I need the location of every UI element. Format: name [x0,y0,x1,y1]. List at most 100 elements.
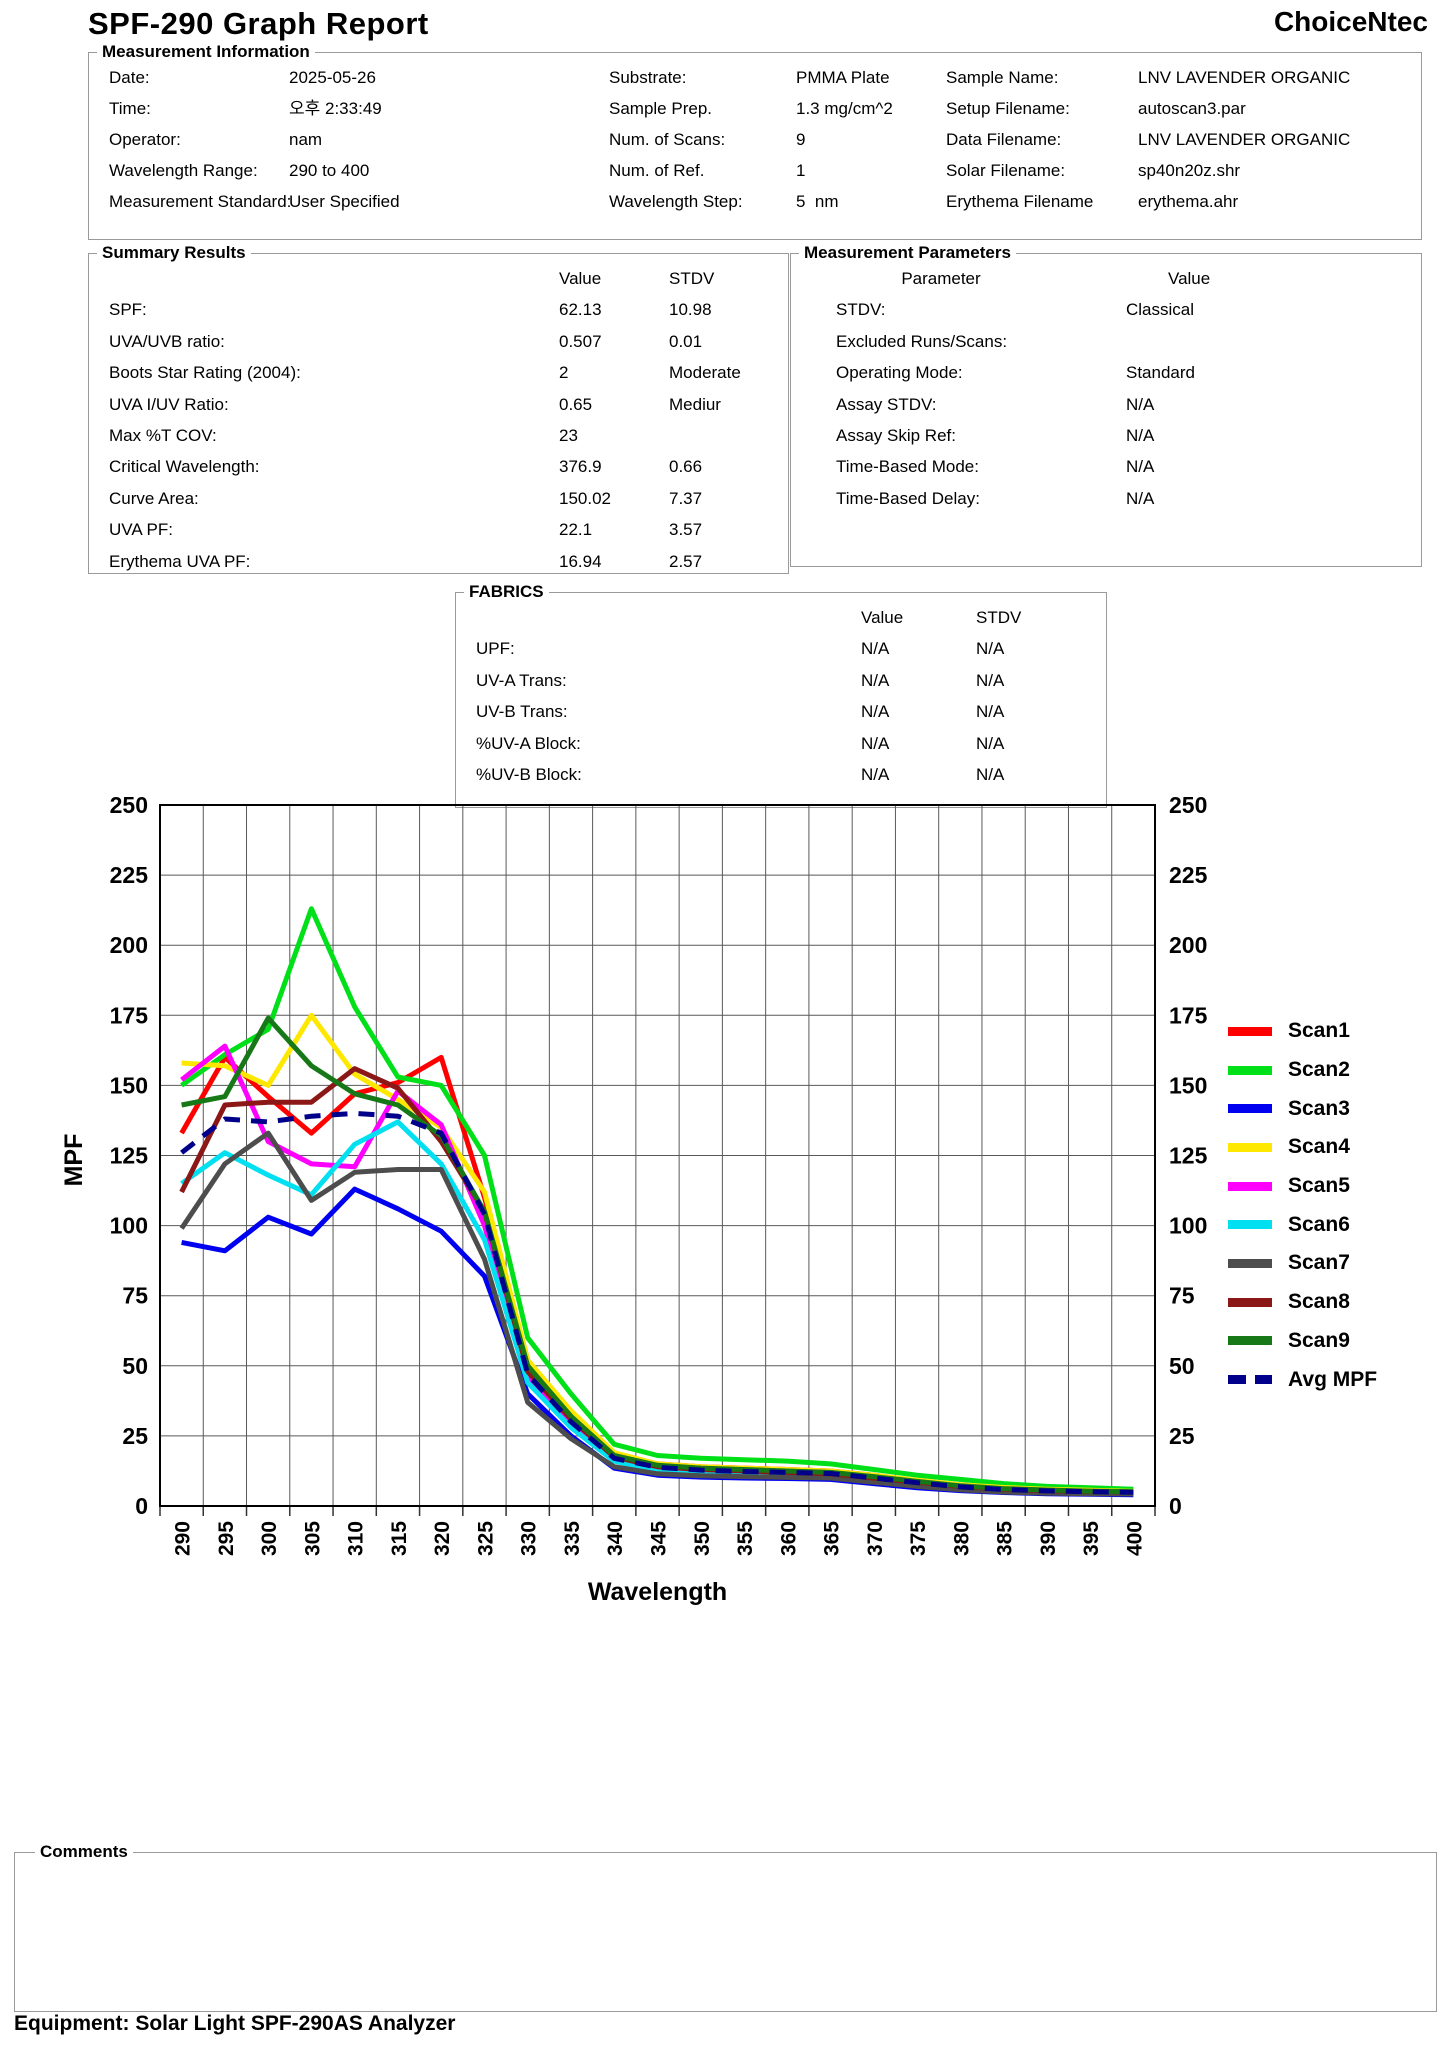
table-row: Critical Wavelength: 376.9 0.66 [89,451,788,482]
field-value: nam [289,130,323,149]
legend-swatch [1228,1104,1272,1114]
column-header-value: Value [1168,269,1211,288]
y-axis-tick-label: 100 [110,1213,148,1239]
legend-swatch [1228,1065,1272,1075]
legend-item-scan7: Scan7 [1228,1244,1377,1283]
plot-border [159,804,1156,1507]
summary-results-box: Summary Results Value STDV SPF: 62.13 10.98… [88,243,789,574]
field-value: LNV LAVENDER ORGANIC [1138,130,1351,149]
field-label: Sample Prep. [609,99,712,118]
y-axis-tick-label: 50 [122,1353,148,1379]
x-axis-tick-label: 355 [734,1521,757,1556]
field-stdv: N/A [976,765,1005,785]
field-value: N/A [861,733,890,753]
field-value: N/A [861,702,890,722]
field-label: Curve Area: [109,488,199,508]
field-value: 오후 2:33:49 [289,99,382,118]
field-stdv: N/A [976,670,1005,690]
x-axis-tick-label: 315 [388,1521,411,1556]
legend-swatch [1228,1181,1272,1191]
field-label: UVA/UVB ratio: [109,331,225,351]
series-line-scan9 [181,1015,1134,1495]
field-value: 0.65 [559,394,593,414]
table-row: Max %T COV: 23 [89,420,788,451]
legend-item-scan8: Scan8 [1228,1283,1377,1322]
table-row: STDV: Classical [791,294,1421,325]
x-axis-tick-label: 365 [821,1521,844,1556]
field-label: Date: [109,68,150,87]
y-axis-tick-label-right: 250 [1169,792,1207,818]
legend-swatch [1228,1026,1272,1036]
field-value: 0.507 [559,331,602,351]
series-line-scan6 [180,1119,1134,1496]
comments-legend: Comments [40,1842,128,1861]
brand-logo-text: ChoiceNtec [1273,6,1428,37]
table-header-row: Parameter Value [791,263,1421,294]
y-axis-tick-label: 250 [110,792,148,818]
column-header-value: Value [861,608,904,627]
field-label: Critical Wavelength: [109,457,260,477]
table-row: Assay Skip Ref: N/A [791,420,1421,451]
y-axis-tick-label-right: 125 [1169,1143,1208,1169]
summary-results-legend: Summary Results [102,243,246,262]
field-value: 16.94 [559,551,602,571]
table-row: UVA PF: 22.1 3.57 [89,514,788,545]
column-header-parameter: Parameter [901,269,981,288]
fabrics-box: FABRICS Value STDV UPF: N/A N/A UV-A Trans:… [455,582,1107,808]
field-label: Assay STDV: [836,394,937,414]
x-axis-tick-label: 310 [345,1521,368,1556]
field-value: 5 nm [796,192,839,211]
series-line-scan7 [179,1130,1134,1497]
table-row: Excluded Runs/Scans: [791,326,1421,357]
legend-swatch [1228,1258,1272,1268]
legend-item-scan5: Scan5 [1228,1167,1377,1206]
field-label: Solar Filename: [946,161,1066,180]
measurement-parameters-box: Measurement Parameters Parameter Value ST… [790,243,1422,567]
x-axis-tick-label: 390 [1037,1521,1060,1556]
field-label: Operator: [109,130,181,149]
legend-item-avg-mpf: Avg MPF [1228,1360,1377,1399]
legend-label: Scan3 [1288,1096,1350,1120]
field-label: Operating Mode: [836,363,963,383]
field-label: Time: [109,99,151,118]
field-stdv: 7.37 [669,488,703,508]
field-stdv: 2.57 [669,551,703,571]
x-axis-tick-label: 295 [215,1521,238,1556]
legend-item-scan3: Scan3 [1228,1089,1377,1128]
field-label: %UV-A Block: [476,733,581,753]
field-value: 23 [559,426,578,446]
field-label: %UV-B Block: [476,765,582,785]
table-row: Time: 오후 2:33:49 Sample Prep. 1.3 mg/cm^2 Se… [89,93,1421,124]
y-axis-tick-label-right: 100 [1169,1213,1207,1239]
y-axis-tick-label-right: 50 [1169,1353,1195,1379]
table-row: Measurement Standard: User Specified Wavel… [89,186,1421,217]
field-label: Assay Skip Ref: [836,426,956,446]
legend-label: Scan1 [1288,1019,1350,1043]
legend-swatch [1228,1336,1272,1346]
legend-label: Avg MPF [1288,1367,1378,1391]
field-label: STDV: [836,300,886,320]
x-axis-tick-label: 320 [431,1521,454,1556]
y-axis-tick-label: 150 [110,1072,148,1098]
table-row: Erythema UVA PF: 16.94 2.57 [89,546,788,577]
y-axis-tick-label: 0 [135,1493,148,1519]
x-axis-tick-label: 395 [1080,1521,1103,1556]
field-label: UV-A Trans: [476,670,567,690]
field-label: Substrate: [609,68,687,87]
x-axis-tick-label: 305 [301,1521,324,1556]
table-row: %UV-B Block: N/A N/A [456,759,1106,790]
x-axis-tick-label: 360 [777,1521,800,1556]
field-label: Max %T COV: [109,426,217,446]
field-label: Num. of Ref. [609,161,705,180]
field-value: PMMA Plate [796,68,890,87]
legend-swatch [1228,1375,1272,1385]
field-stdv: Mediur [669,394,721,414]
table-row: Time-Based Delay: N/A [791,483,1421,514]
legend-label: Scan4 [1288,1135,1350,1159]
legend-swatch [1228,1142,1272,1152]
field-stdv: 0.01 [669,331,703,351]
table-row: Time-Based Mode: N/A [791,451,1421,482]
table-row: Operator: nam Num. of Scans: 9 Data Filename… [89,124,1421,155]
field-label: Boots Star Rating (2004): [109,363,301,383]
table-row: Wavelength Range: 290 to 400 Num. of Ref. 1… [89,155,1421,186]
